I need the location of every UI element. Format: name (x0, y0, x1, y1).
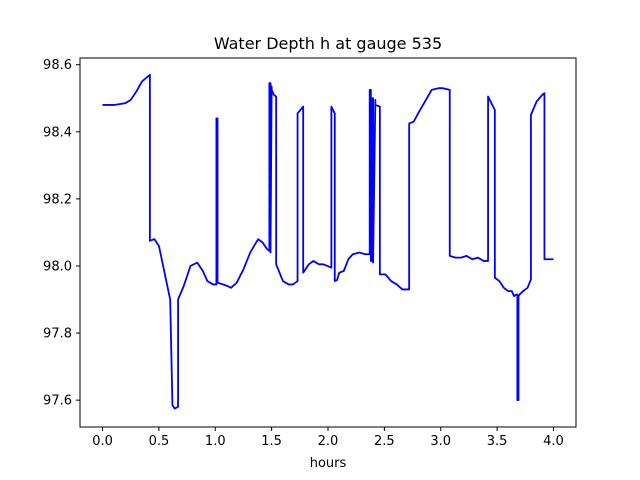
x-axis-label: hours (310, 456, 347, 471)
x-tick-label: 2.5 (374, 434, 395, 449)
x-tick-label: 3.5 (487, 434, 508, 449)
y-axis: 97.6 97.8 98.0 98.2 98.4 98.6 (43, 58, 80, 409)
x-tick-label: 3.0 (430, 434, 451, 449)
x-tick-label: 2.0 (318, 434, 339, 449)
x-tick-label: 1.0 (205, 434, 226, 449)
x-tick-label: 0.5 (149, 434, 170, 449)
y-tick-label: 98.4 (43, 125, 72, 140)
chart-title: Water Depth h at gauge 535 (214, 34, 442, 53)
y-tick-label: 97.6 (43, 394, 72, 409)
plot-area (102, 73, 554, 410)
x-tick-label: 1.5 (261, 434, 282, 449)
y-tick-label: 98.6 (43, 58, 72, 73)
x-axis: 0.0 0.5 1.0 1.5 2.0 2.5 3.0 3.5 4.0 (92, 427, 564, 449)
y-tick-label: 98.2 (43, 192, 72, 207)
x-tick-label: 0.0 (92, 434, 113, 449)
series-line-0 (102, 73, 554, 410)
y-tick-label: 97.8 (43, 327, 72, 342)
y-tick-label: 98.0 (43, 259, 72, 274)
x-tick-label: 4.0 (543, 434, 564, 449)
